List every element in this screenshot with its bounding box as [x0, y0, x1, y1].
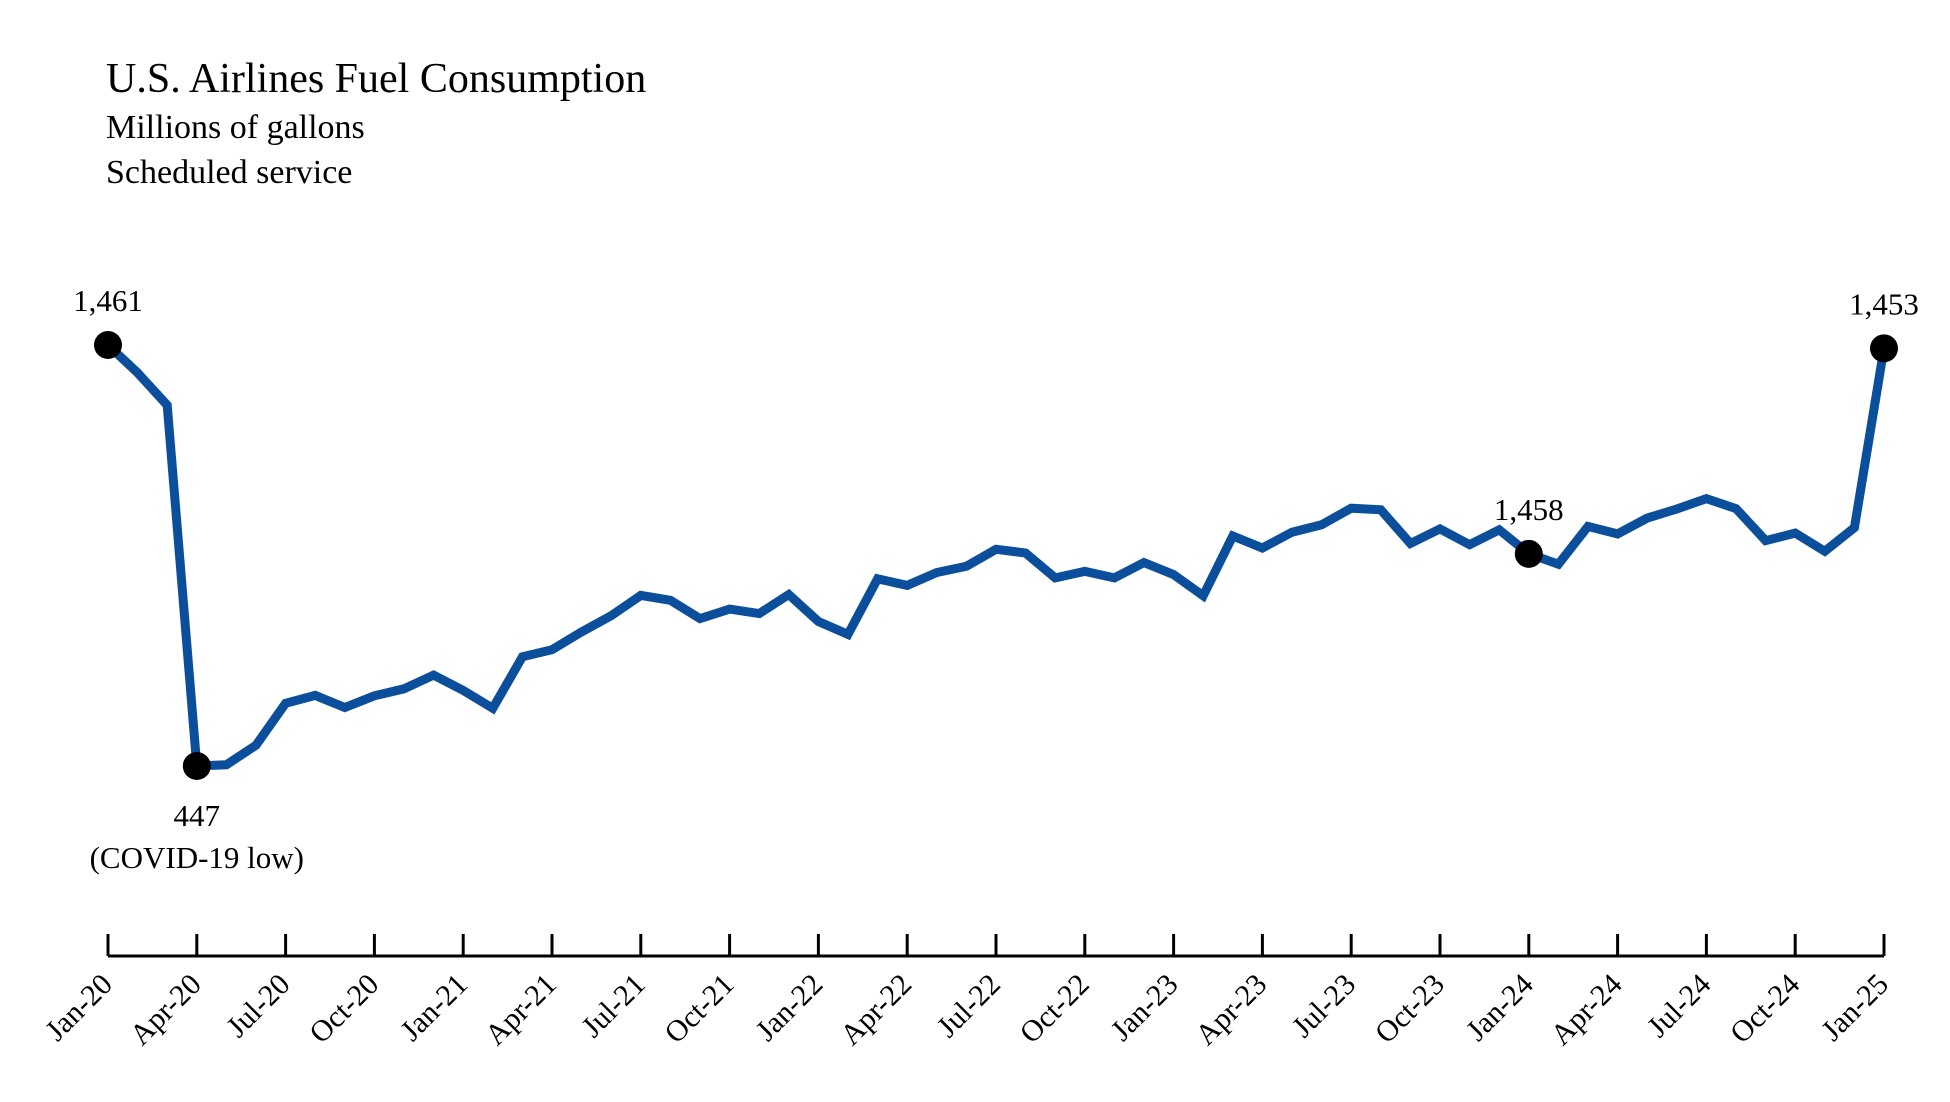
x-tick-label: Jan-25: [1815, 968, 1895, 1048]
x-tick-label: Jan-20: [39, 968, 119, 1048]
x-tick-label: Jul-24: [1641, 968, 1717, 1044]
x-tick-label: Jan-23: [1105, 968, 1185, 1048]
x-tick-label: Apr-22: [834, 968, 918, 1052]
data-label: 1,461: [73, 283, 143, 318]
x-tick-label: Jan-21: [394, 968, 474, 1048]
x-tick-label: Jul-21: [575, 968, 651, 1044]
series-line: [104, 341, 1889, 771]
data-label: 447: [174, 798, 221, 833]
x-tick-label: Oct-22: [1014, 968, 1096, 1050]
x-tick-label: Jan-22: [749, 968, 829, 1048]
annotation-marker: [1514, 539, 1543, 568]
x-tick-label: Apr-21: [479, 968, 563, 1052]
annotation-markers: 1,461 447 (COVID-19 low) 1,458 1,453: [73, 283, 1919, 875]
data-label: (COVID-19 low): [90, 840, 304, 875]
annotation-marker: [1870, 334, 1898, 363]
x-tick-label: Jan-24: [1460, 968, 1540, 1048]
series-line-layer: [104, 341, 1889, 771]
x-axis: Jan-20 Apr-20 Jul-20 Oct-20 Jan-21 Apr-21 Jul-…: [39, 934, 1895, 1052]
x-tick-label: Jul-23: [1286, 968, 1362, 1044]
data-label: 1,453: [1849, 286, 1919, 321]
chart-title: U.S. Airlines Fuel Consumption: [106, 56, 646, 102]
x-tick-label: Oct-20: [303, 968, 385, 1050]
data-label: 1,458: [1494, 492, 1564, 527]
chart-subtitle-service: Scheduled service: [106, 154, 352, 191]
x-tick-label: Jul-20: [220, 968, 296, 1044]
annotation-marker: [94, 331, 122, 359]
x-tick-label: Jul-22: [931, 968, 1007, 1044]
x-tick-label: Apr-23: [1189, 968, 1273, 1052]
x-tick-label: Apr-24: [1544, 968, 1628, 1052]
x-tick-label: Oct-24: [1724, 968, 1806, 1050]
x-tick-label: Oct-21: [658, 968, 740, 1050]
annotation-marker: [182, 752, 211, 780]
chart-subtitle: Millions of gallons: [106, 109, 365, 146]
x-tick-label: Apr-20: [124, 968, 208, 1052]
x-tick-label: Oct-23: [1369, 968, 1451, 1050]
